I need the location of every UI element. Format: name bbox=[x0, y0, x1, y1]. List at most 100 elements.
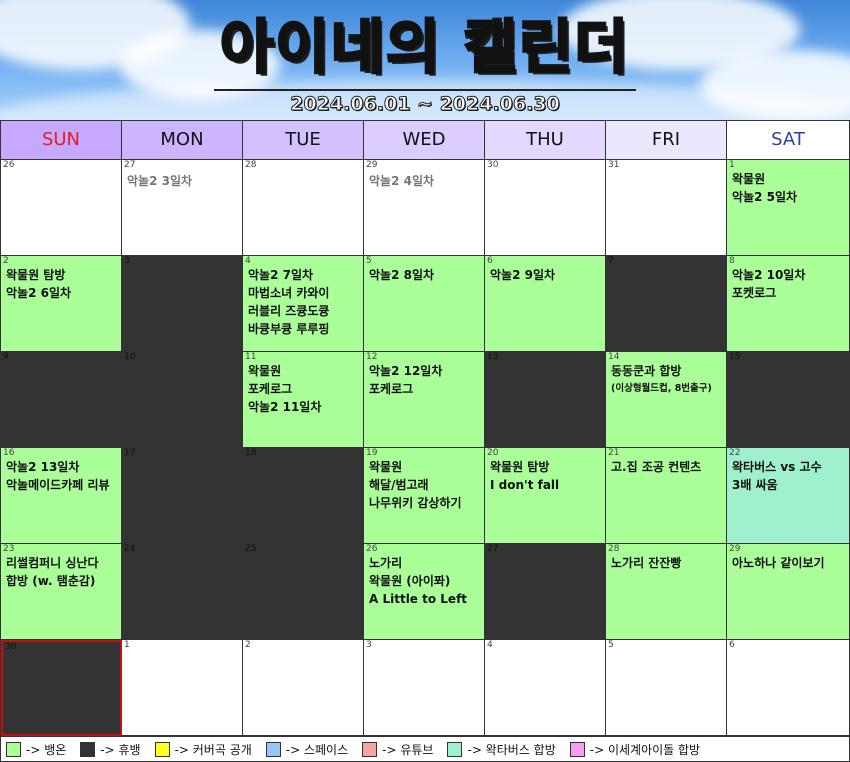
day-cell[interactable]: 15 bbox=[727, 352, 850, 448]
event-label: 악놀메이드카페 리뷰 bbox=[6, 478, 110, 492]
day-number: 9 bbox=[3, 352, 9, 362]
day-cell[interactable]: 24 bbox=[122, 544, 243, 640]
day-number: 15 bbox=[729, 352, 741, 362]
day-cell[interactable]: 25 bbox=[243, 544, 364, 640]
legend-label: -> 이세계아이돌 합방 bbox=[589, 742, 701, 757]
event-label: 왁물원 탐방 bbox=[6, 268, 66, 282]
day-events: 노가리 잔잔빵 bbox=[611, 554, 724, 572]
legend-item: -> 이세계아이돌 합방 bbox=[569, 741, 701, 758]
day-cell[interactable]: 3 bbox=[364, 640, 485, 736]
day-cell[interactable]: 5 악놀2 8일차 bbox=[364, 256, 485, 352]
event-label: 나무위키 감상하기 bbox=[369, 496, 462, 510]
day-cell[interactable]: 28 노가리 잔잔빵 bbox=[606, 544, 727, 640]
day-events: 왁물원 포케로그 악놀2 11일차 bbox=[248, 362, 361, 416]
day-cell[interactable]: 5 bbox=[606, 640, 727, 736]
day-number: 20 bbox=[487, 448, 499, 458]
legend-item: -> 왁타버스 합방 bbox=[447, 741, 556, 758]
event-label: 왁물원 bbox=[732, 172, 766, 186]
day-events: 악놀2 3일차 bbox=[127, 172, 240, 190]
header-banner: 아이네의 캘린더 2024.06.01 ~ 2024.06.30 bbox=[0, 0, 850, 120]
day-events: 아노하나 같이보기 bbox=[732, 554, 847, 572]
day-number: 31 bbox=[608, 160, 620, 170]
event-label: 마법소녀 카와이 bbox=[248, 286, 330, 300]
day-number: 28 bbox=[608, 544, 620, 554]
event-label: A Little to Left bbox=[369, 592, 468, 606]
day-cell[interactable]: 30 bbox=[485, 160, 606, 256]
day-cell[interactable]: 22 왁타버스 vs 고수 3배 싸움 bbox=[727, 448, 850, 544]
day-number: 5 bbox=[608, 640, 614, 650]
day-cell[interactable]: 27 bbox=[485, 544, 606, 640]
week-row: 26 27 악놀2 3일차 28 29 악놀2 4일차 30 31 1 왁물원 악놀2 5일차 bbox=[1, 160, 850, 256]
day-number: 22 bbox=[729, 448, 741, 458]
legend-label: -> 휴뱅 bbox=[100, 742, 141, 757]
legend: -> 뱅온 -> 휴뱅 -> 커버곡 공개 -> 스페이스 -> 유튜브 -> 왁타버스 … bbox=[0, 736, 850, 762]
day-cell[interactable]: 4 악놀2 7일차 마법소녀 카와이 러블리 즈큥도큥 바큥부큥 루루핑 bbox=[243, 256, 364, 352]
day-cell[interactable]: 29 아노하나 같이보기 bbox=[727, 544, 850, 640]
event-label: 러블리 즈큥도큥 bbox=[248, 304, 330, 318]
legend-swatch bbox=[80, 741, 96, 757]
legend-swatch bbox=[569, 741, 585, 757]
event-label: 포케로그 bbox=[369, 382, 414, 396]
day-cell[interactable]: 28 bbox=[243, 160, 364, 256]
day-cell[interactable]: 6 악놀2 9일차 bbox=[485, 256, 606, 352]
day-cell[interactable]: 20 왁물원 탐방 I don't fall bbox=[485, 448, 606, 544]
day-cell[interactable]: 18 bbox=[243, 448, 364, 544]
day-cell[interactable]: 6 bbox=[727, 640, 850, 736]
day-number: 27 bbox=[487, 544, 499, 554]
day-cell[interactable]: 2 bbox=[243, 640, 364, 736]
day-number: 29 bbox=[729, 544, 741, 554]
day-number: 4 bbox=[487, 640, 493, 650]
legend-swatch bbox=[265, 741, 281, 757]
day-events: 고.집 조공 컨텐츠 bbox=[611, 458, 724, 476]
event-label: 왁물원 탐방 bbox=[490, 460, 550, 474]
day-cell[interactable]: 8 악놀2 10일차 포켓로그 bbox=[727, 256, 850, 352]
weekday-header-mon: MON bbox=[122, 121, 243, 160]
day-cell[interactable]: 7 bbox=[606, 256, 727, 352]
event-label: I don't fall bbox=[490, 478, 560, 492]
day-cell[interactable]: 13 bbox=[485, 352, 606, 448]
day-number: 1 bbox=[124, 640, 130, 650]
event-label: 악놀2 9일차 bbox=[490, 268, 556, 282]
day-cell[interactable]: 30 bbox=[1, 640, 122, 736]
event-label: 왁타버스 vs 고수 bbox=[732, 460, 822, 474]
event-label: 고.집 조공 컨텐츠 bbox=[611, 460, 702, 474]
day-cell[interactable]: 17 bbox=[122, 448, 243, 544]
day-events: 동동쿤과 합방 (이상형월드컵, 8번출구) bbox=[611, 362, 724, 398]
day-cell[interactable]: 23 리썰컴퍼니 싱난다 합방 (w. 탬춘감) bbox=[1, 544, 122, 640]
event-label: 악놀2 4일차 bbox=[369, 174, 435, 188]
title-rest: 의 캘린더 bbox=[385, 12, 630, 83]
day-cell[interactable]: 1 왁물원 악놀2 5일차 bbox=[727, 160, 850, 256]
day-cell[interactable]: 14 동동쿤과 합방 (이상형월드컵, 8번출구) bbox=[606, 352, 727, 448]
day-cell[interactable]: 2 왁물원 탐방 악놀2 6일차 bbox=[1, 256, 122, 352]
day-number: 23 bbox=[3, 544, 15, 554]
day-cell[interactable]: 31 bbox=[606, 160, 727, 256]
event-label: 합방 (w. 탬춘감) bbox=[6, 574, 96, 588]
day-cell[interactable]: 12 악놀2 12일차 포케로그 bbox=[364, 352, 485, 448]
legend-swatch bbox=[154, 741, 170, 757]
day-cell[interactable]: 9 bbox=[1, 352, 122, 448]
day-cell[interactable]: 27 악놀2 3일차 bbox=[122, 160, 243, 256]
event-label: 악놀2 11일차 bbox=[248, 400, 322, 414]
day-events: 악놀2 10일차 포켓로그 bbox=[732, 266, 847, 302]
day-cell[interactable]: 16 악놀2 13일차 악놀메이드카페 리뷰 bbox=[1, 448, 122, 544]
day-number: 25 bbox=[245, 544, 257, 554]
legend-item: -> 휴뱅 bbox=[80, 741, 141, 758]
day-cell[interactable]: 10 bbox=[122, 352, 243, 448]
event-label: 아노하나 같이보기 bbox=[732, 556, 825, 570]
day-cell[interactable]: 4 bbox=[485, 640, 606, 736]
day-cell[interactable]: 21 고.집 조공 컨텐츠 bbox=[606, 448, 727, 544]
legend-swatch bbox=[362, 741, 378, 757]
day-cell[interactable]: 29 악놀2 4일차 bbox=[364, 160, 485, 256]
weekday-header-fri: FRI bbox=[606, 121, 727, 160]
day-number: 24 bbox=[124, 544, 136, 554]
day-number: 27 bbox=[124, 160, 136, 170]
day-cell[interactable]: 19 왁물원 해달/범고래 나무위키 감상하기 bbox=[364, 448, 485, 544]
day-cell[interactable]: 26 bbox=[1, 160, 122, 256]
day-cell[interactable]: 3 bbox=[122, 256, 243, 352]
day-cell[interactable]: 11 왁물원 포케로그 악놀2 11일차 bbox=[243, 352, 364, 448]
day-number: 3 bbox=[124, 256, 130, 266]
day-events: 왁물원 탐방 I don't fall bbox=[490, 458, 603, 494]
day-cell[interactable]: 1 bbox=[122, 640, 243, 736]
day-cell[interactable]: 26 노가리 왁물원 (아이퐈) A Little to Left bbox=[364, 544, 485, 640]
day-number: 6 bbox=[729, 640, 735, 650]
